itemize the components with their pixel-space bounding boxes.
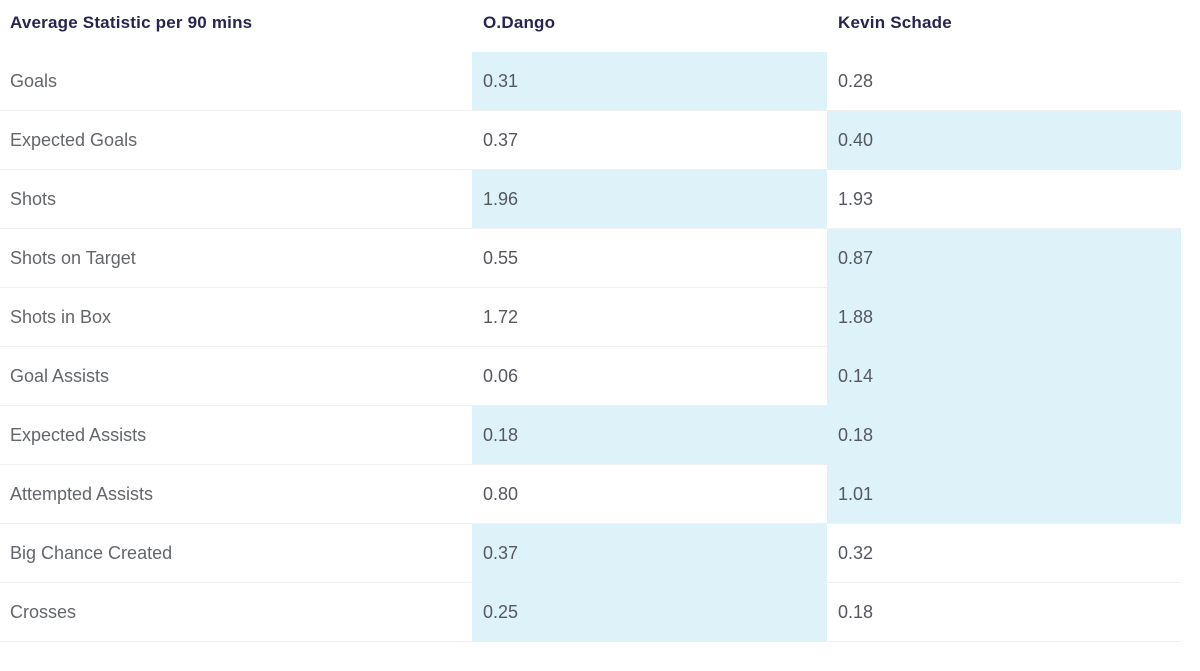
player1-value: 1.96 [472,170,827,229]
stat-label: Crosses [0,583,472,642]
player2-value: 0.32 [827,524,1181,583]
table-row: Attempted Assists 0.80 1.01 [0,465,1181,524]
stat-label: Goals [0,52,472,111]
stat-label: Expected Goals [0,111,472,170]
table-body: Goals 0.31 0.28 Expected Goals 0.37 0.40 Shots… [0,52,1181,642]
player1-value: 0.31 [472,52,827,111]
player1-value: 0.37 [472,111,827,170]
player1-value: 0.18 [472,406,827,465]
player1-value: 0.06 [472,347,827,406]
table-row: Expected Goals 0.37 0.40 [0,111,1181,170]
player2-value: 1.93 [827,170,1181,229]
table-row: Big Chance Created 0.37 0.32 [0,524,1181,583]
player1-value: 0.37 [472,524,827,583]
table-row: Expected Assists 0.18 0.18 [0,406,1181,465]
stat-label: Expected Assists [0,406,472,465]
player1-value: 0.80 [472,465,827,524]
player2-value: 0.18 [827,406,1181,465]
stat-label: Goal Assists [0,347,472,406]
stat-label: Shots [0,170,472,229]
stat-label: Shots on Target [0,229,472,288]
table-row: Crosses 0.25 0.18 [0,583,1181,642]
stat-label: Shots in Box [0,288,472,347]
column-header-stat: Average Statistic per 90 mins [10,12,253,32]
stat-label: Big Chance Created [0,524,472,583]
table-header-row: Average Statistic per 90 mins O.Dango Ke… [0,0,1181,45]
column-header-player-2: Kevin Schade [838,12,952,32]
player2-value: 0.14 [827,347,1181,406]
player2-value: 0.87 [827,229,1181,288]
player-comparison-table: Average Statistic per 90 mins O.Dango Ke… [0,0,1181,642]
player2-value: 0.18 [827,583,1181,642]
table-row: Shots in Box 1.72 1.88 [0,288,1181,347]
stat-label: Attempted Assists [0,465,472,524]
player2-value: 0.40 [827,111,1181,170]
player1-value: 0.25 [472,583,827,642]
table-row: Goal Assists 0.06 0.14 [0,347,1181,406]
player2-value: 0.28 [827,52,1181,111]
column-header-player-1: O.Dango [483,12,556,32]
table-row: Shots 1.96 1.93 [0,170,1181,229]
player2-value: 1.88 [827,288,1181,347]
table-row: Shots on Target 0.55 0.87 [0,229,1181,288]
player2-value: 1.01 [827,465,1181,524]
player1-value: 0.55 [472,229,827,288]
table-row: Goals 0.31 0.28 [0,52,1181,111]
player1-value: 1.72 [472,288,827,347]
